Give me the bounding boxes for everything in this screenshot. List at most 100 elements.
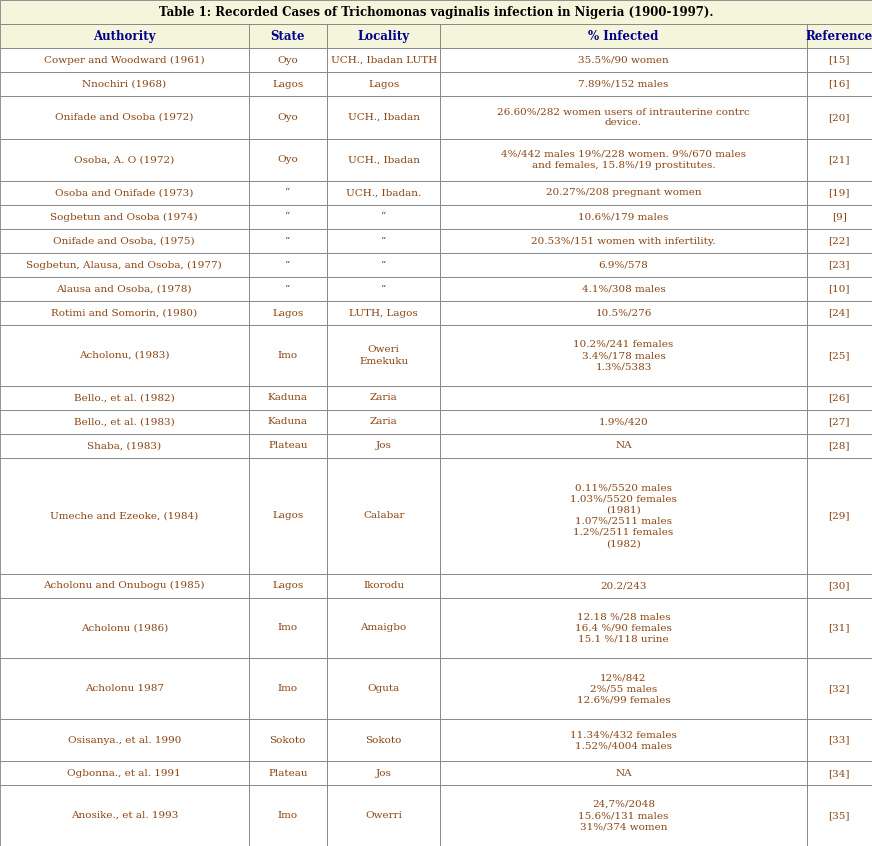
Text: [16]: [16] [828,80,850,89]
Text: Acholonu and Onubogu (1985): Acholonu and Onubogu (1985) [44,581,205,591]
Bar [327,72,440,96]
Text: 1.9%/420: 1.9%/420 [598,417,649,426]
Text: “: “ [381,212,386,222]
Text: Calabar: Calabar [363,511,405,520]
Bar [807,205,872,229]
Text: “: “ [381,284,386,294]
Text: Plateau: Plateau [268,442,308,450]
Text: [29]: [29] [828,511,850,520]
Text: Oyo: Oyo [277,56,298,64]
Text: Acholonu, (1983): Acholonu, (1983) [79,351,169,360]
Bar [440,325,807,386]
Text: Ikorodu: Ikorodu [363,581,405,591]
Bar [0,301,249,325]
Bar [249,761,327,785]
Bar [0,48,249,72]
Bar [249,229,327,253]
Text: “: “ [285,284,290,294]
Text: 12.18 %/28 males
16.4 %/90 females
15.1 %/118 urine: 12.18 %/28 males 16.4 %/90 females 15.1 … [575,613,672,644]
Bar [807,72,872,96]
Text: [30]: [30] [828,581,850,591]
Text: “: “ [285,212,290,222]
Bar [807,658,872,719]
Text: [33]: [33] [828,736,850,744]
Text: Locality: Locality [358,30,410,42]
Bar [440,48,807,72]
Text: 12%/842
2%/55 males
12.6%/99 females: 12%/842 2%/55 males 12.6%/99 females [576,673,671,704]
Bar [249,253,327,277]
Text: [9]: [9] [832,212,847,222]
Bar [807,24,872,48]
Text: NA: NA [615,442,632,450]
Text: Onifade and Osoba (1972): Onifade and Osoba (1972) [55,113,194,122]
Bar [249,96,327,139]
Text: Reference: Reference [806,30,872,42]
Text: Oyo: Oyo [277,155,298,164]
Bar [0,597,249,658]
Bar [440,253,807,277]
Bar [807,325,872,386]
Bar [440,72,807,96]
Text: NA: NA [615,769,632,777]
Text: Kaduna: Kaduna [268,417,308,426]
Text: Nnochiri (1968): Nnochiri (1968) [82,80,167,89]
Text: 35.5%/90 women: 35.5%/90 women [578,56,669,64]
Text: Rotimi and Somorin, (1980): Rotimi and Somorin, (1980) [51,309,197,317]
Text: [28]: [28] [828,442,850,450]
Bar [440,386,807,410]
Text: [10]: [10] [828,284,850,294]
Text: 6.9%/578: 6.9%/578 [598,261,649,270]
Text: Onifade and Osoba, (1975): Onifade and Osoba, (1975) [53,237,195,245]
Text: Oguta: Oguta [368,684,399,693]
Text: Imo: Imo [277,811,298,820]
Bar [807,181,872,205]
Bar [249,205,327,229]
Bar [807,386,872,410]
Bar [327,325,440,386]
Bar [327,458,440,574]
Text: Bello., et al. (1983): Bello., et al. (1983) [74,417,174,426]
Bar [327,410,440,434]
Bar [327,205,440,229]
Text: 20.2/243: 20.2/243 [600,581,647,591]
Bar [807,96,872,139]
Bar [440,597,807,658]
Text: Lagos: Lagos [272,581,303,591]
Text: UCH., Ibadan.: UCH., Ibadan. [346,189,421,197]
Text: 26.60%/282 women users of intrauterine contrc
device.: 26.60%/282 women users of intrauterine c… [497,107,750,128]
Bar [327,229,440,253]
Bar [327,253,440,277]
Bar [807,229,872,253]
Text: [24]: [24] [828,309,850,317]
Text: [22]: [22] [828,237,850,245]
Bar [249,277,327,301]
Text: 4%/442 males 19%/228 women. 9%/670 males
and females, 15.8%/19 prostitutes.: 4%/442 males 19%/228 women. 9%/670 males… [501,150,746,170]
Text: [27]: [27] [828,417,850,426]
Text: Osoba and Onifade (1973): Osoba and Onifade (1973) [55,189,194,197]
Bar [440,277,807,301]
Text: State: State [270,30,305,42]
Bar [0,24,249,48]
Bar [807,458,872,574]
Bar [807,277,872,301]
Text: 20.27%/208 pregnant women: 20.27%/208 pregnant women [546,189,701,197]
Bar [327,96,440,139]
Bar [249,597,327,658]
Bar [440,410,807,434]
Text: Acholonu 1987: Acholonu 1987 [85,684,164,693]
Bar [807,719,872,761]
Bar [440,205,807,229]
Text: [21]: [21] [828,155,850,164]
Bar [249,658,327,719]
Bar [807,434,872,458]
Bar [807,597,872,658]
Bar [327,386,440,410]
Bar [807,253,872,277]
Bar [249,139,327,181]
Text: Bello., et al. (1982): Bello., et al. (1982) [74,393,174,403]
Text: Sogbetun and Osoba (1974): Sogbetun and Osoba (1974) [51,212,198,222]
Bar [440,574,807,597]
Bar [440,658,807,719]
Bar [440,24,807,48]
Bar [440,181,807,205]
